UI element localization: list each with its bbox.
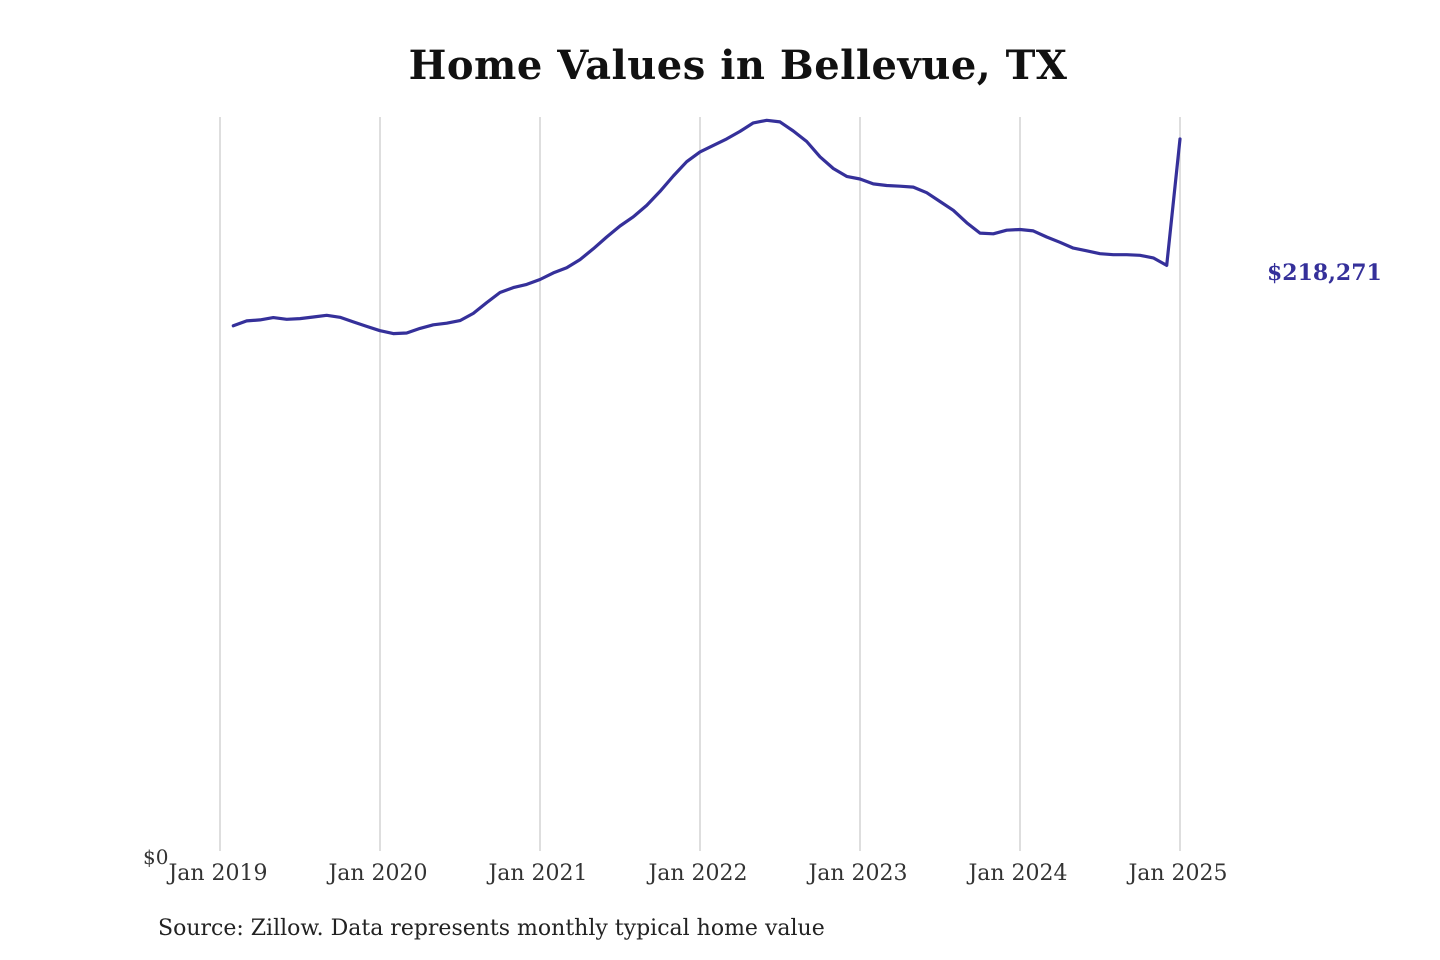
gridlines xyxy=(219,117,1181,851)
x-tick-label: Jan 2024 xyxy=(966,861,1067,886)
y-tick-label: $0 xyxy=(143,845,168,869)
chart-title: Home Values in Bellevue, TX xyxy=(408,42,1068,89)
x-tick-label: Jan 2019 xyxy=(166,861,267,886)
x-tick-label: Jan 2025 xyxy=(1126,861,1227,886)
x-tick-label: Jan 2021 xyxy=(486,861,587,886)
x-tick-label: Jan 2022 xyxy=(646,861,747,886)
series-line xyxy=(231,118,1182,336)
labels-layer: Jan 2019 Jan 2020 Jan 2021 Jan 2022 Jan 2023… xyxy=(143,260,1382,886)
series-layer xyxy=(231,118,1182,336)
end-value-label: $218,271 xyxy=(1267,260,1382,286)
x-tick-label: Jan 2020 xyxy=(326,861,427,886)
source-note: Source: Zillow. Data represents monthly … xyxy=(158,916,825,941)
x-tick-label: Jan 2023 xyxy=(806,861,907,886)
